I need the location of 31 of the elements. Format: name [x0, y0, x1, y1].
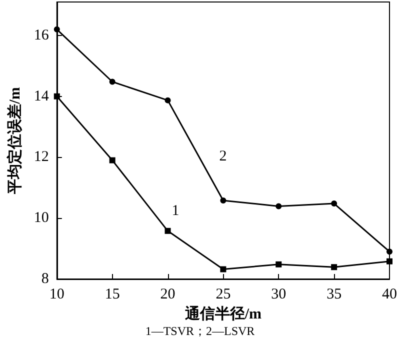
x-tick-label: 35	[326, 286, 342, 302]
x-tick-label: 20	[160, 286, 176, 302]
point	[54, 26, 60, 32]
y-tick-label: 10	[34, 210, 49, 226]
point	[220, 197, 226, 204]
point	[109, 78, 116, 85]
series-label: 2	[219, 148, 227, 164]
point	[54, 93, 60, 100]
point	[220, 266, 226, 272]
point	[164, 97, 171, 104]
x-tick-label: 25	[216, 286, 231, 302]
y-tick-label: 14	[34, 88, 50, 104]
text: 1—TSVR；2—LSVR	[145, 324, 255, 338]
x-axis-title: 通信半径/m	[184, 306, 262, 322]
y-tick-label: 16	[34, 27, 50, 44]
x-tick-label: 15	[104, 286, 120, 302]
y-axis-title: 平均定位误差/m	[6, 86, 24, 195]
point	[331, 264, 338, 270]
point	[276, 203, 282, 210]
series-label: 1	[172, 202, 180, 219]
point	[164, 228, 171, 234]
x-tick-label: 30	[271, 286, 286, 302]
point	[386, 248, 392, 255]
point	[109, 157, 116, 164]
x-tick-label: 10	[49, 286, 64, 302]
x-tick-label: 40	[382, 286, 397, 302]
point	[331, 200, 338, 207]
y-tick-label: 12	[34, 149, 49, 166]
point	[276, 261, 282, 268]
y-tick-label: 8	[41, 271, 49, 287]
point	[386, 258, 392, 264]
